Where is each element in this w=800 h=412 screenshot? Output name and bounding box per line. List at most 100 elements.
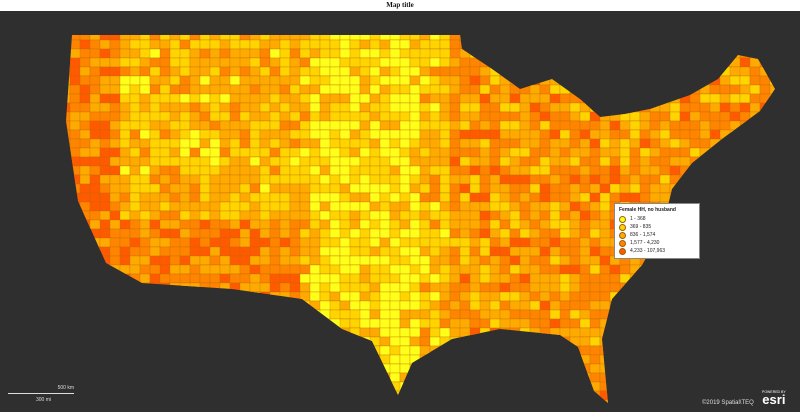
county [239,138,251,149]
county [429,273,441,284]
county [369,192,381,203]
county [449,345,461,356]
county [389,228,401,239]
county [709,237,721,248]
county [429,219,441,230]
county [259,192,271,203]
county [219,228,231,239]
county [79,183,91,194]
county [419,354,431,365]
county [679,381,691,392]
county [159,75,171,86]
county [449,399,471,403]
county [309,84,321,95]
county [459,39,471,50]
county [529,354,541,365]
county [429,309,441,320]
county [659,372,671,383]
county [279,111,291,122]
county [769,165,775,176]
county [129,264,141,275]
county [589,363,601,374]
county [709,264,731,275]
county [309,291,321,302]
county [159,300,171,311]
county [259,93,271,104]
county [339,273,351,284]
county [579,282,591,293]
county [369,165,381,176]
county [559,264,571,275]
county [599,48,621,59]
county [69,264,81,275]
county [299,174,311,185]
county [139,318,151,329]
county [469,120,481,131]
county [469,35,481,41]
county [389,147,401,158]
county [209,75,221,86]
county [699,102,711,113]
county [249,156,261,167]
county [769,35,775,41]
county [139,282,151,293]
county [469,345,481,356]
county [689,129,701,140]
county [69,192,81,203]
county [89,354,111,365]
county [549,318,561,329]
county [419,39,431,50]
county [89,129,101,140]
county [129,102,141,113]
county [529,381,551,392]
county [479,318,491,329]
county [279,390,301,401]
county [629,264,641,275]
county [709,192,721,203]
county [209,246,221,257]
county [479,327,491,338]
county [699,282,711,293]
county [529,120,541,131]
county [549,273,561,284]
county [769,291,775,302]
county [129,327,151,338]
county [759,138,771,149]
county [569,399,591,403]
county [309,372,331,383]
county [519,255,531,266]
county [269,57,281,68]
county [189,291,201,302]
county [119,282,131,293]
county [399,75,411,86]
county [119,273,131,284]
county [249,246,261,257]
county [489,219,501,230]
county [179,35,191,41]
county [179,399,191,403]
county [529,363,551,374]
county [179,255,191,266]
county [89,174,101,185]
county [129,246,141,257]
county [639,327,651,338]
county [109,93,121,104]
county [499,345,521,356]
county [179,327,191,338]
county [169,210,181,221]
county [599,35,611,41]
county [269,102,281,113]
county [389,75,401,86]
county [359,165,371,176]
county [669,300,681,311]
county [429,345,451,356]
county [599,93,621,104]
county [689,390,701,401]
county [549,156,561,167]
county [299,336,311,347]
county [149,291,161,302]
county [469,48,481,59]
county [449,363,471,374]
county [739,372,761,383]
county [479,372,491,383]
